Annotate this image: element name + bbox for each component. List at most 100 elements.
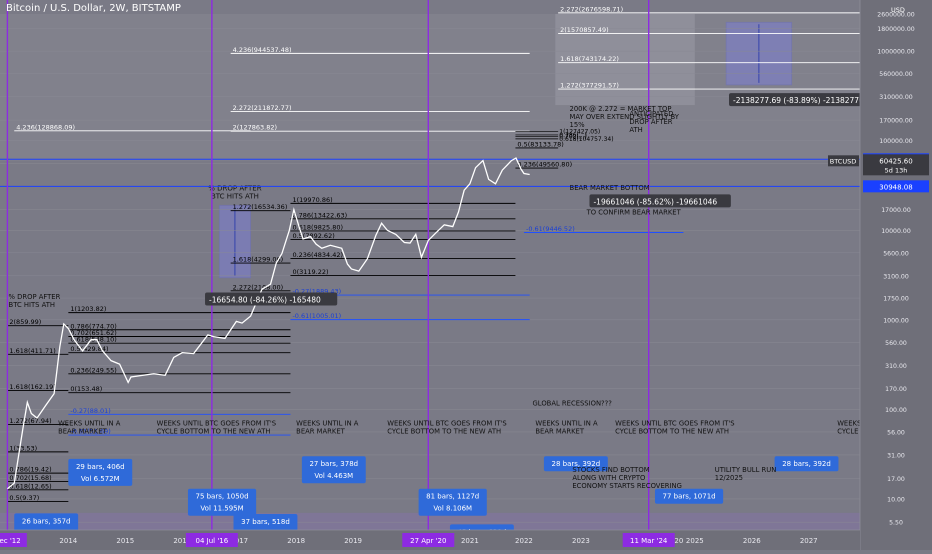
price-axis-tick: 1800000.00 [877,26,914,33]
fib-level-label: 0.236(4834.42) [292,251,343,259]
fib-level-label: 0.5(429.84) [70,345,108,353]
price-axis-tick: 17000.00 [881,207,911,214]
fib-level-label: 2(859.99) [9,318,41,326]
annotation-text: STOCKS FIND BOTTOM [572,466,649,474]
range-label-text: Vol 11.595M [200,505,243,513]
fib-level-label: 0(3119.22) [292,268,328,276]
price-axis-tick: 5600.00 [883,250,909,257]
range-label-text: 28 bars, 392d [782,460,831,468]
fib-level-label: -0.27(88.01) [70,407,111,415]
annotation-text: WEEKS UNTIL IN A [296,420,359,428]
measure-tooltip-text: -2138277.69 (-83.89%) -213827769 [733,96,869,105]
annotation-text: WEEKS UNTIL IN A [535,420,598,428]
fib-level-label: -0.61(1005.01) [292,312,341,320]
annotation-text: WEEKS UNTIL BTC GOES FROM IT'S [615,420,734,428]
time-highlight-label: 27 Apr '20 [410,537,446,545]
range-label-box [543,456,608,472]
fib-level-label: 1(1203.82) [70,305,106,313]
price-axis-tick: 3100.00 [883,273,909,280]
annotation-text: CYCLE BO [837,428,870,436]
price-axis-tick: 56.00 [887,429,905,436]
range-label-box [187,488,257,516]
range-label-box [301,456,366,484]
annotation-text: UTILITY BULL RUN [715,466,777,474]
range-label-text: 28 bars, 392d [552,460,601,468]
fib-level-label: 2.272(2676598.71) [560,5,623,13]
range-label-text: 77 bars, 1071d [663,493,716,501]
fib-level-label: 1(19970.86) [292,196,332,204]
time-axis-tick: 2025 [686,537,704,545]
price-axis-tick: 560000.00 [879,71,913,78]
drop-box-label: % DROP AFTER [208,184,261,192]
annotation-text: WEEKS UNTIL BTC GOES FROM IT'S [387,420,506,428]
range-label-box [418,488,487,516]
time-axis-tick: 2021 [461,537,479,545]
range-label-text: 29 bars, 406d [76,463,125,471]
fib-level-label: 4.236(944537.48) [233,46,292,54]
fib-level-label: 0.702(...) [559,133,587,140]
price-axis-tick: 560.00 [885,340,907,347]
measure-tooltip-box [729,93,885,107]
fib-level-label: 0.786(774.70) [70,322,116,330]
fib-level-label: 0.5(83133.78) [517,140,563,148]
current-price-label: 60425.60 [879,157,912,165]
chart-title: Bitcoin / U.S. Dollar, 2W, BITSTAMP [6,3,181,14]
fib-level-label: 1.618(411.71) [9,347,55,355]
annotation-text: DROP AFTER [629,118,672,126]
annotation-text: ALONG WITH CRYPTO [572,474,645,482]
fib-level-label: 0(153.48) [70,385,102,393]
price-marker-box [863,180,929,193]
fib-level-label: 0.786(13422.63) [292,211,347,219]
fib-level-label: 2(1570857.49) [560,26,609,34]
time-axis-tick: 2019 [344,537,362,545]
range-label-box [654,488,724,504]
current-price-box [863,154,929,176]
range-label-box [68,458,133,486]
range-label-box [774,456,839,472]
price-axis-tick: 17.00 [887,476,905,483]
target-zone [555,14,695,106]
time-axis-tick: 2015 [116,537,134,545]
annotation-text: ATH [629,126,642,134]
annotation-text: BEAR MARKET BOTTOM [570,184,650,192]
time-axis-tick: 20 [674,537,683,545]
range-label-text: 75 bars, 1050d [195,493,248,501]
price-axis-tick: 1000000.00 [877,49,914,56]
fib-level-label: 0.5(9.37) [9,494,39,502]
time-highlight-label: 04 Jul '16 [196,537,229,545]
fib-level-label: 0.236(249.55) [70,366,116,374]
annotation-text: WEEKS UNTIL IN A [58,420,121,428]
price-axis-tick: 1000.00 [883,317,909,324]
time-highlight-box [622,533,675,547]
range-label-text: Vol 6.572M [81,475,120,483]
upper-zone [0,14,860,161]
price-axis-tick: 100.00 [885,407,907,414]
fib-level-label: 1.272(67.94) [9,417,51,425]
measure-tooltip-box [589,194,731,208]
range-label-text: 26 bars, 357d [22,517,71,525]
annotation-text: MAY OVER EXTEND SLIGHTLY BY [570,113,680,121]
time-axis-tick: 2023 [572,537,590,545]
fib-level-label: 1(33.53) [9,444,37,452]
symbol-tag-label: BTCUSD [830,157,856,165]
fib-level-label: 0.5(7892.62) [292,232,334,240]
symbol-tag-box [828,155,859,167]
time-axis-tick: 2026 [743,537,761,545]
annotation-text: CYCLE BOTTOM TO THE NEW ATH [387,428,501,436]
annotation-text: WEEKS UN [837,420,873,428]
price-axis-tick: 310.00 [885,363,907,370]
annotation-text: 200K @ 2.272 = MARKET TOP [570,105,672,113]
time-axis-tick: 2017 [230,537,248,545]
range-label-text: Vol 8.106M [433,505,472,513]
price-axis-tick: 310000.00 [879,94,913,101]
fib-level-label: 1.618(162.19) [9,383,55,391]
time-axis-tick: 2014 [59,537,77,545]
annotation-text: ANTICIPATED [629,110,673,118]
fib-level-label: 0.702(15.68) [9,474,51,482]
range-label-text: 27 bars, 378d [309,460,358,468]
price-marker-label: 30948.08 [879,183,912,191]
annotation-text: WEEKS UNTIL BTC GOES FROM IT'S [157,420,276,428]
annotation-text: GLOBAL RECESSION??? [533,400,613,408]
fib-level-label: 1.272(16534.36) [233,203,288,211]
